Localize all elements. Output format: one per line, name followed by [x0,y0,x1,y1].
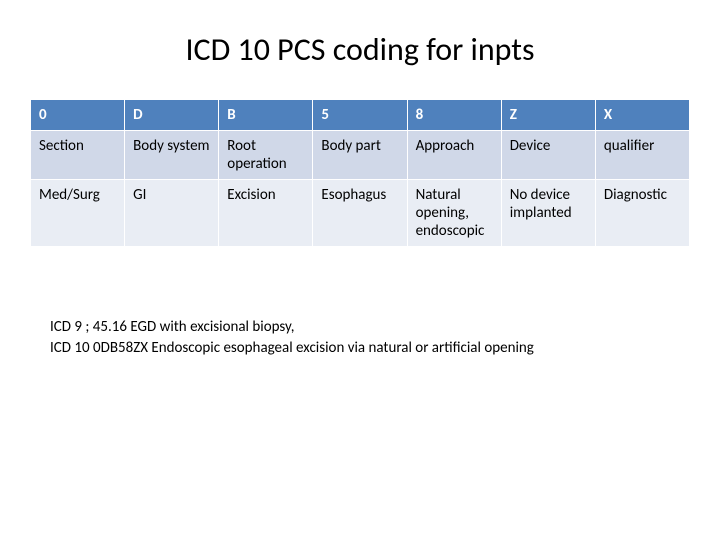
header-cell: 8 [407,100,501,131]
table-cell: Section [31,131,125,180]
note-line: ICD 9 ; 45.16 EGD with excisional biopsy… [50,317,690,338]
note-line: ICD 10 0DB58ZX Endoscopic esophageal exc… [50,338,690,359]
table-cell: Diagnostic [595,180,689,247]
table-cell: GI [125,180,219,247]
page-title: ICD 10 PCS coding for inpts [30,30,690,69]
table-cell: Approach [407,131,501,180]
table-cell: No device implanted [501,180,595,247]
header-cell: X [595,100,689,131]
table-row: Med/Surg GI Excision Esophagus Natural o… [31,180,690,247]
header-cell: Z [501,100,595,131]
table-header-row: 0 D B 5 8 Z X [31,100,690,131]
notes-block: ICD 9 ; 45.16 EGD with excisional biopsy… [30,317,690,359]
header-cell: 0 [31,100,125,131]
header-cell: D [125,100,219,131]
table-cell: Root operation [219,131,313,180]
table-cell: Excision [219,180,313,247]
table-cell: Med/Surg [31,180,125,247]
table-cell: Body system [125,131,219,180]
table-cell: Body part [313,131,407,180]
header-cell: 5 [313,100,407,131]
icd-table: 0 D B 5 8 Z X Section Body system Root o… [30,99,690,247]
table-cell: qualifier [595,131,689,180]
table-row: Section Body system Root operation Body … [31,131,690,180]
table-cell: Esophagus [313,180,407,247]
table-cell: Natural opening, endoscopic [407,180,501,247]
table-cell: Device [501,131,595,180]
header-cell: B [219,100,313,131]
